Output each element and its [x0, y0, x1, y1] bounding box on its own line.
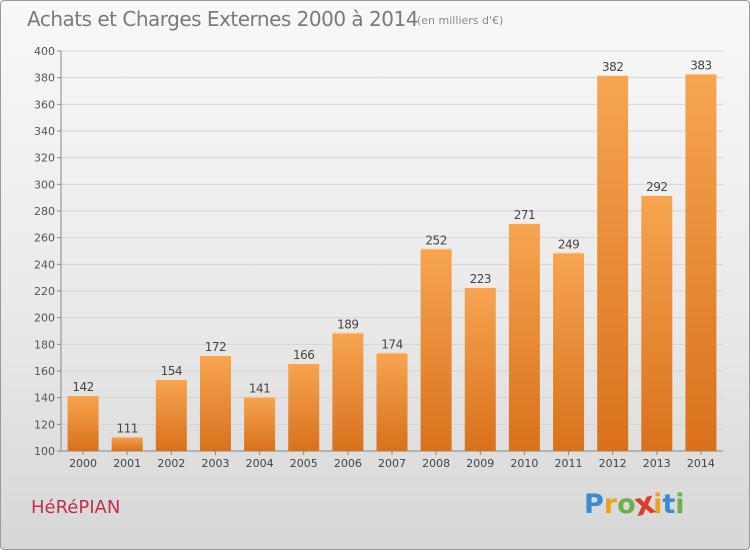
data-label: 223	[470, 272, 491, 286]
logo-letter: i	[675, 489, 685, 520]
x-tick-label: 2002	[157, 457, 185, 470]
y-tick-label: 360	[34, 98, 55, 111]
data-label: 142	[72, 380, 93, 394]
bar-2003	[199, 355, 231, 451]
bar-2012	[597, 75, 629, 451]
data-label: 271	[514, 208, 535, 222]
data-label: 189	[337, 317, 358, 331]
bar-2006	[332, 332, 364, 451]
bar-2011	[553, 252, 585, 451]
y-tick-label: 340	[34, 125, 55, 138]
data-label: 249	[558, 237, 579, 251]
y-tick-label: 280	[34, 205, 55, 218]
data-label: 172	[205, 340, 226, 354]
data-label: 292	[646, 180, 667, 194]
y-tick-label: 320	[34, 152, 55, 165]
bar-2007	[376, 352, 408, 451]
y-tick-label: 240	[34, 258, 55, 271]
bar-2014	[685, 73, 717, 452]
y-tick-label: 200	[34, 312, 55, 325]
logo-letter: t	[662, 489, 676, 520]
x-tick-label: 2014	[687, 457, 715, 470]
logo-letter: r	[603, 489, 618, 520]
bar-2002	[155, 379, 187, 451]
x-tick-label: 2007	[378, 457, 406, 470]
x-tick-label: 2008	[422, 457, 450, 470]
x-tick-label: 2000	[69, 457, 97, 470]
y-tick-label: 300	[34, 178, 55, 191]
bars	[67, 73, 717, 452]
data-label: 154	[161, 364, 182, 378]
proxiti-logo: Proxiti	[584, 485, 685, 524]
y-tick-label: 180	[34, 338, 55, 351]
bar-2010	[508, 223, 540, 451]
logo-letter: o	[617, 489, 636, 520]
x-tick-label: 2003	[201, 457, 229, 470]
data-label: 111	[116, 421, 137, 435]
bar-2009	[464, 287, 496, 451]
bar-2005	[288, 363, 320, 451]
y-tick-label: 120	[34, 418, 55, 431]
chart-title: Achats et Charges Externes 2000 à 2014	[27, 7, 418, 31]
y-tick-label: 140	[34, 392, 55, 405]
x-tick-label: 2004	[246, 457, 274, 470]
bar-2000	[67, 395, 99, 451]
x-tick-label: 2013	[643, 457, 671, 470]
y-tick-label: 160	[34, 365, 55, 378]
chart-subtitle: (en milliers d'€)	[417, 14, 504, 27]
x-tick-label: 2010	[510, 457, 538, 470]
x-tick-label: 2011	[555, 457, 583, 470]
x-tick-label: 2012	[599, 457, 627, 470]
bar-2004	[244, 396, 276, 451]
x-tick-label: 2009	[466, 457, 494, 470]
data-label: 166	[293, 348, 314, 362]
data-label: 252	[425, 233, 446, 247]
bar-2013	[641, 195, 673, 451]
labels: 100 120 140 160 180 200 220 240 260 280 300 320 340 3…	[34, 45, 715, 470]
logo-letter: i	[653, 489, 663, 520]
bar-2001	[111, 436, 143, 451]
commune-name: HéRéPIAN	[31, 497, 121, 518]
data-label: 174	[381, 337, 402, 351]
data-label: 382	[602, 60, 623, 74]
x-tick-label: 2006	[334, 457, 362, 470]
y-tick-label: 380	[34, 72, 55, 85]
x-tick-label: 2005	[290, 457, 318, 470]
y-tick-label: 400	[34, 45, 55, 58]
y-tick-label: 100	[34, 445, 55, 458]
logo-letter: P	[584, 489, 604, 520]
data-label: 141	[249, 381, 270, 395]
y-tick-label: 220	[34, 285, 55, 298]
bar-2008	[420, 248, 452, 451]
y-tick-label: 260	[34, 232, 55, 245]
x-tick-label: 2001	[113, 457, 141, 470]
data-label: 383	[690, 59, 711, 73]
